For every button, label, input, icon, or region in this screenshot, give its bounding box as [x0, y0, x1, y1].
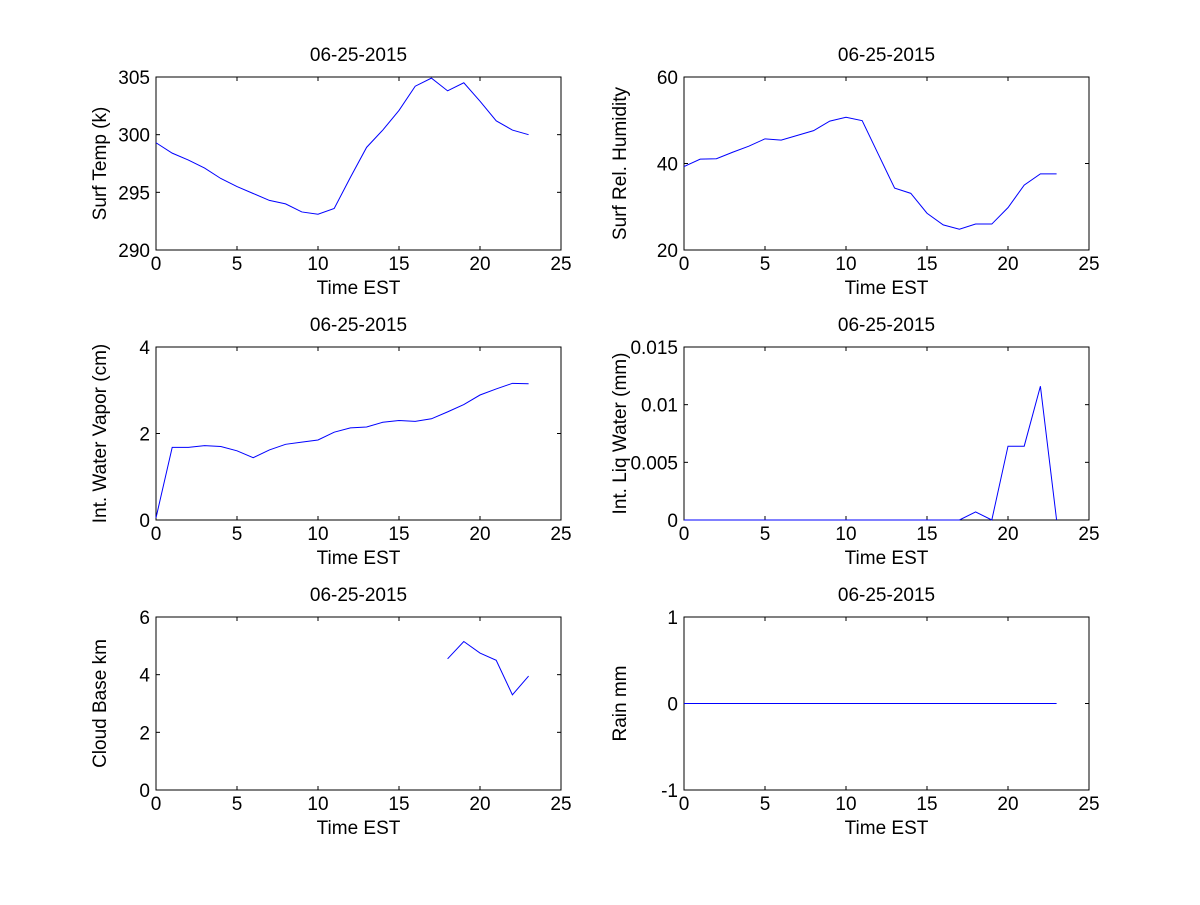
subplot-1-xtick-label: 10: [307, 254, 328, 275]
subplot-6-xtick-label: 10: [835, 794, 856, 815]
subplot-4-ytick-label: 0.015: [630, 338, 678, 359]
subplot-1-xtick-label: 0: [151, 254, 162, 275]
subplot-5-ytick-label: 2: [139, 723, 150, 744]
subplot-6-xtick-label: 20: [997, 794, 1018, 815]
subplot-2-ytick-label: 40: [657, 155, 678, 176]
subplot-6-title: 06-25-2015: [838, 585, 935, 606]
subplot-4-xtick-label: 15: [916, 524, 937, 545]
subplot-6-ytick-label: 1: [667, 608, 678, 629]
subplot-6-ytick-label: -1: [661, 781, 678, 802]
subplot-3-ytick-label: 2: [139, 425, 150, 446]
subplot-4-ytick-label: 0.01: [641, 396, 678, 417]
subplot-1-ytick-label: 295: [118, 183, 150, 204]
subplot-4-ytick-label: 0: [667, 511, 678, 532]
subplot-4-xtick-label: 5: [760, 524, 771, 545]
subplot-5-ytick-label: 4: [139, 666, 150, 687]
subplot-5-ylabel: Cloud Base km: [90, 639, 111, 768]
subplot-2-xlabel: Time EST: [845, 278, 929, 299]
subplot-1-axes-box: [156, 77, 561, 250]
subplot-6-xtick-label: 15: [916, 794, 937, 815]
subplot-5-xtick-label: 20: [469, 794, 490, 815]
subplot-5-axes-box: [156, 617, 561, 790]
subplot-1-ytick-label: 290: [118, 241, 150, 262]
subplot-5-xtick-label: 15: [388, 794, 409, 815]
subplot-3-xtick-label: 20: [469, 524, 490, 545]
subplot-2-xtick-label: 15: [916, 254, 937, 275]
subplot-6-xlabel: Time EST: [845, 818, 929, 839]
subplot-2-xtick-label: 25: [1078, 254, 1099, 275]
subplot-1-ytick-label: 300: [118, 126, 150, 147]
subplot-5-xtick-label: 0: [151, 794, 162, 815]
subplot-4-xtick-label: 25: [1078, 524, 1099, 545]
subplot-1-ytick-label: 305: [118, 68, 150, 89]
subplot-3-ytick-label: 4: [139, 338, 150, 359]
subplot-4-xtick-label: 20: [997, 524, 1018, 545]
subplot-2-title: 06-25-2015: [838, 45, 935, 66]
subplot-3-xtick-label: 25: [550, 524, 571, 545]
subplot-2-ytick-label: 20: [657, 241, 678, 262]
subplot-6-xtick-label: 0: [679, 794, 690, 815]
subplot-5-xtick-label: 10: [307, 794, 328, 815]
subplot-2-xtick-label: 5: [760, 254, 771, 275]
subplot-6-ylabel: Rain mm: [610, 665, 631, 741]
subplot-3-xtick-label: 10: [307, 524, 328, 545]
subplot-5-xtick-label: 5: [232, 794, 243, 815]
subplot-2-ytick-label: 60: [657, 68, 678, 89]
subplot-3-ytick-label: 0: [139, 511, 150, 532]
subplot-5-xlabel: Time EST: [317, 818, 401, 839]
subplot-4-xtick-label: 10: [835, 524, 856, 545]
subplot-3-ylabel: Int. Water Vapor (cm): [90, 344, 111, 523]
subplot-3-xlabel: Time EST: [317, 548, 401, 569]
subplot-2-ylabel: Surf Rel. Humidity: [610, 86, 631, 240]
subplot-3-xtick-label: 0: [151, 524, 162, 545]
subplot-4-ylabel: Int. Liq Water (mm): [610, 353, 631, 515]
subplot-2-axes-box: [684, 77, 1089, 250]
subplot-2-xtick-label: 0: [679, 254, 690, 275]
subplot-6-ytick-label: 0: [667, 695, 678, 716]
subplot-5-ytick-label: 0: [139, 781, 150, 802]
subplot-5: 0 5 10 15 20 25 0 2 4 6 06-25-2015 Time EST Cloud Ba…: [90, 585, 572, 839]
subplot-1-xtick-label: 5: [232, 254, 243, 275]
subplot-1-xtick-label: 25: [550, 254, 571, 275]
subplot-6-xtick-label: 5: [760, 794, 771, 815]
subplot-3-title: 06-25-2015: [310, 315, 407, 336]
subplot-3-axes-box: [156, 347, 561, 520]
subplot-4-xlabel: Time EST: [845, 548, 929, 569]
subplot-1-xtick-label: 20: [469, 254, 490, 275]
subplot-3-xtick-label: 5: [232, 524, 243, 545]
subplot-2-xtick-label: 10: [835, 254, 856, 275]
subplot-3-xtick-label: 15: [388, 524, 409, 545]
subplot-4-xtick-label: 0: [679, 524, 690, 545]
subplot-5-title: 06-25-2015: [310, 585, 407, 606]
subplot-1: 0 5 10 15 20 25 290 295 300 305 06-25-2015 Time EST…: [90, 45, 572, 299]
subplot-4-title: 06-25-2015: [838, 315, 935, 336]
subplot-1-xlabel: Time EST: [317, 278, 401, 299]
subplot-2: 0 5 10 15 20 25 20 40 60 06-25-2015 Time EST Surf R…: [610, 45, 1100, 299]
subplot-4: 0 5 10 15 20 25 0 0.005 0.01 0.015 06-25-2015 Time …: [610, 315, 1100, 569]
subplot-5-ytick-label: 6: [139, 608, 150, 629]
subplot-5-xtick-label: 25: [550, 794, 571, 815]
subplot-1-ylabel: Surf Temp (k): [90, 107, 111, 221]
subplot-6-xtick-label: 25: [1078, 794, 1099, 815]
subplot-3: 0 5 10 15 20 25 0 2 4 06-25-2015 Time EST Int. Wate…: [90, 315, 572, 569]
subplot-2-xtick-label: 20: [997, 254, 1018, 275]
subplot-4-axes-box: [684, 347, 1089, 520]
subplot-4-ytick-label: 0.005: [630, 453, 678, 474]
subplot-1-title: 06-25-2015: [310, 45, 407, 66]
subplot-1-xtick-label: 15: [388, 254, 409, 275]
